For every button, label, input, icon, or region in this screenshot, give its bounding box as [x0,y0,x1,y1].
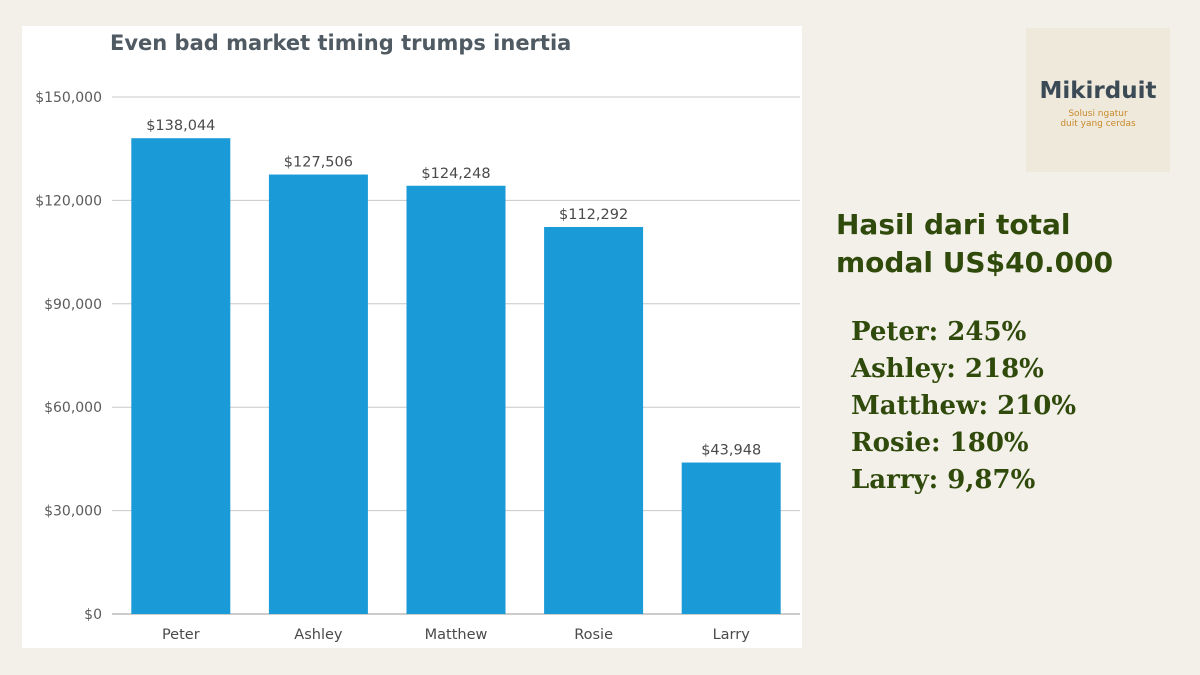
return-item-ashley: Ashley: 218% [851,354,1044,384]
return-item-matthew: Matthew: 210% [851,391,1077,421]
bar-peter [131,138,231,614]
return-item-larry: Larry: 9,87% [851,465,1036,495]
bar-chart: Even bad market timing trumps inertia $0… [35,31,800,643]
data-label: $124,248 [421,166,490,182]
chart-title: Even bad market timing trumps inertia [110,31,571,55]
y-tick-label: $90,000 [44,297,102,313]
brand-logo-name: Mikirduit [1039,78,1157,104]
brand-tagline: Solusi ngatur duit yang cerdas [1060,109,1136,129]
data-label: $127,506 [284,155,353,171]
x-tick-label: Peter [162,627,200,643]
x-tick-label: Ashley [294,627,343,643]
chart-panel: Even bad market timing trumps inertia $0… [22,26,802,648]
y-tick-label: $30,000 [44,504,102,520]
bar-larry [681,462,781,614]
data-label: $138,044 [146,118,215,134]
y-tick-label: $150,000 [35,90,102,106]
y-tick-label: $0 [84,607,102,623]
returns-list: Peter: 245% Ashley: 218% Matthew: 210% R… [851,314,1076,499]
bar-ashley [268,174,368,614]
data-label: $112,292 [559,207,628,223]
bar-rosie [544,226,644,614]
data-label: $43,948 [701,443,761,459]
return-item-peter: Peter: 245% [851,317,1027,347]
y-tick-label: $120,000 [35,193,102,209]
x-tick-label: Matthew [425,627,488,643]
y-tick-label: $60,000 [44,400,102,416]
bar-matthew [406,185,506,615]
x-tick-label: Rosie [574,627,613,643]
x-tick-label: Larry [713,627,751,643]
return-item-rosie: Rosie: 180% [851,428,1029,458]
capital-heading: Hasil dari total modal US$40.000 [836,208,1114,279]
brand-card: Mikirduit Solusi ngatur duit yang cerdas [1026,28,1170,172]
